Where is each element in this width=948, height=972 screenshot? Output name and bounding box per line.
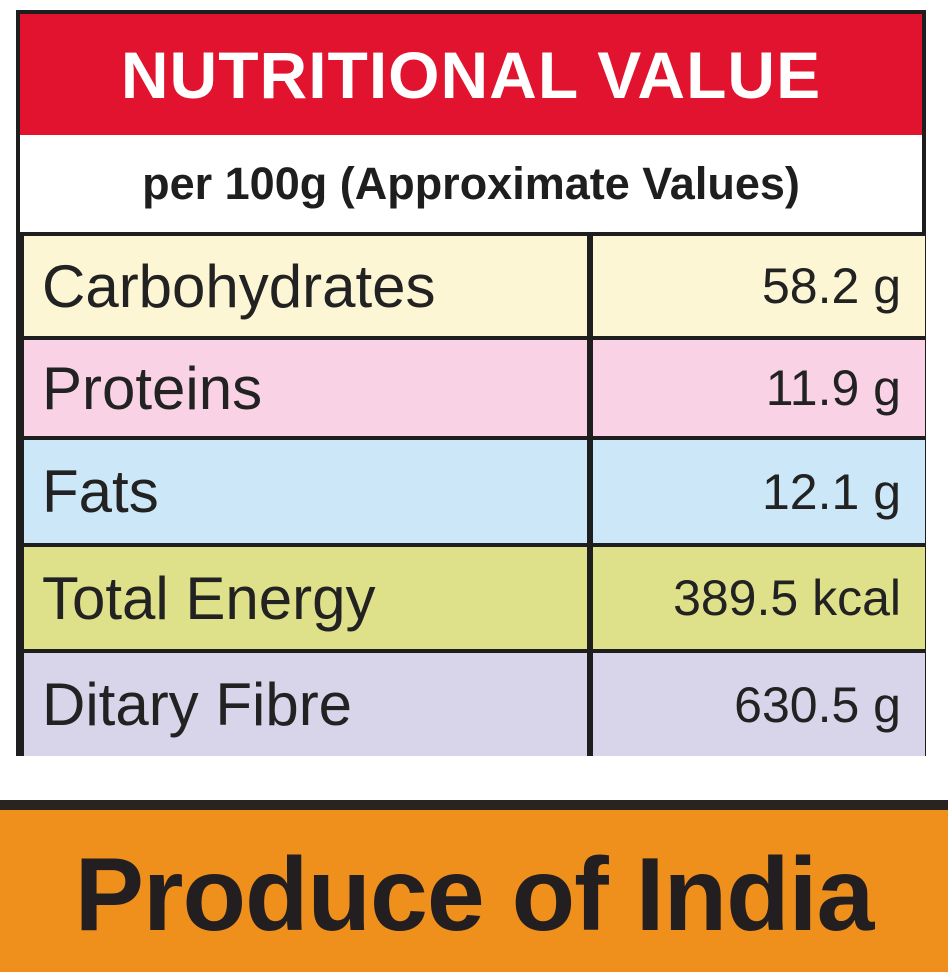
nutrient-value: 58.2 g [593, 236, 925, 336]
nutrient-name: Total Energy [24, 547, 587, 649]
nutrition-label: NUTRITIONAL VALUE per 100g (Approximate … [16, 10, 926, 756]
subtitle: per 100g (Approximate Values) [20, 135, 922, 232]
nutrient-name: Fats [24, 440, 587, 543]
nutrient-value: 630.5 g [593, 653, 925, 756]
nutrient-name: Ditary Fibre [24, 653, 587, 756]
nutrient-value: 389.5 kcal [593, 547, 925, 649]
title: NUTRITIONAL VALUE [20, 14, 922, 135]
nutrient-name: Proteins [24, 340, 587, 436]
nutrient-value: 12.1 g [593, 440, 925, 543]
nutrient-value: 11.9 g [593, 340, 925, 436]
origin-band: Produce of India [0, 800, 948, 972]
nutrient-name: Carbohydrates [24, 236, 587, 336]
origin-text: Produce of India [74, 836, 875, 953]
